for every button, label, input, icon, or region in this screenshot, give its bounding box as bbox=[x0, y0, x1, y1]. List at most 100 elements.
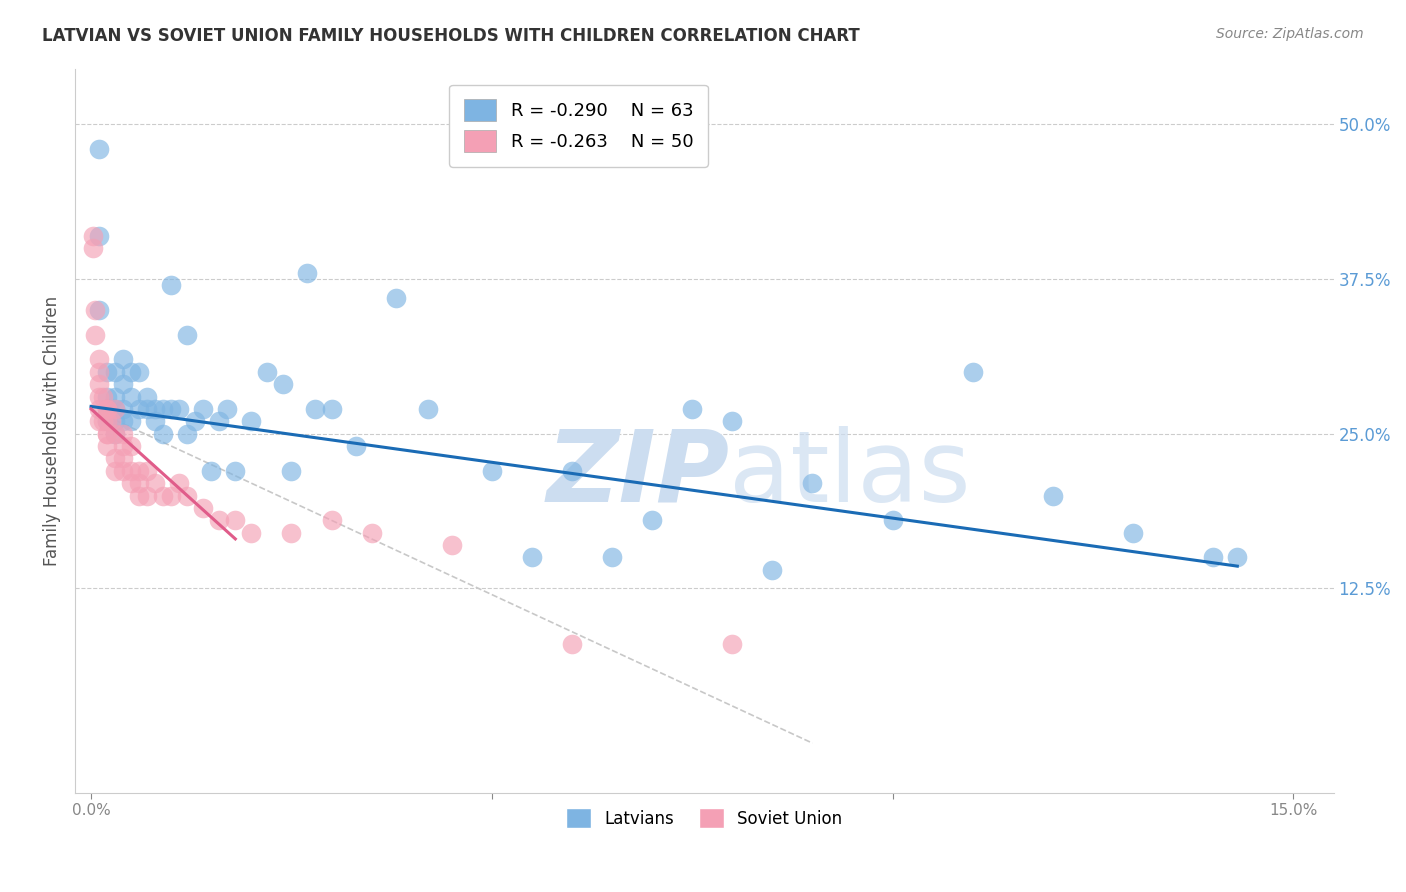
Point bbox=[100, 414, 122, 428]
Point bbox=[882, 513, 904, 527]
Point bbox=[256, 365, 278, 379]
Point bbox=[240, 525, 263, 540]
Text: ZIP: ZIP bbox=[547, 425, 730, 523]
Point bbox=[160, 401, 183, 416]
Point bbox=[761, 563, 783, 577]
Point bbox=[217, 401, 239, 416]
Point bbox=[167, 401, 190, 416]
Point bbox=[112, 451, 135, 466]
Point bbox=[120, 414, 142, 428]
Point bbox=[1202, 550, 1225, 565]
Point bbox=[96, 439, 118, 453]
Point bbox=[184, 414, 207, 428]
Point bbox=[120, 476, 142, 491]
Point bbox=[104, 464, 127, 478]
Point bbox=[84, 327, 107, 342]
Y-axis label: Family Households with Children: Family Households with Children bbox=[44, 295, 60, 566]
Point bbox=[136, 464, 159, 478]
Point bbox=[1122, 525, 1144, 540]
Point bbox=[273, 377, 295, 392]
Point bbox=[193, 401, 215, 416]
Point bbox=[120, 390, 142, 404]
Point bbox=[96, 365, 118, 379]
Point bbox=[120, 365, 142, 379]
Point bbox=[112, 377, 135, 392]
Point bbox=[160, 278, 183, 293]
Point bbox=[104, 451, 127, 466]
Point bbox=[152, 489, 174, 503]
Point bbox=[84, 302, 107, 317]
Point bbox=[87, 365, 110, 379]
Point bbox=[208, 513, 231, 527]
Point bbox=[681, 401, 703, 416]
Point bbox=[200, 464, 222, 478]
Point bbox=[87, 414, 110, 428]
Point bbox=[520, 550, 543, 565]
Point bbox=[112, 401, 135, 416]
Point bbox=[160, 489, 183, 503]
Point bbox=[96, 426, 118, 441]
Point bbox=[304, 401, 326, 416]
Point bbox=[104, 365, 127, 379]
Point bbox=[561, 464, 583, 478]
Point bbox=[120, 439, 142, 453]
Text: LATVIAN VS SOVIET UNION FAMILY HOUSEHOLDS WITH CHILDREN CORRELATION CHART: LATVIAN VS SOVIET UNION FAMILY HOUSEHOLD… bbox=[42, 27, 860, 45]
Point bbox=[112, 439, 135, 453]
Point bbox=[240, 414, 263, 428]
Point bbox=[87, 302, 110, 317]
Point bbox=[128, 476, 150, 491]
Point bbox=[136, 390, 159, 404]
Point bbox=[176, 426, 198, 441]
Point bbox=[152, 426, 174, 441]
Point bbox=[721, 637, 744, 651]
Point bbox=[721, 414, 744, 428]
Point bbox=[120, 464, 142, 478]
Point bbox=[82, 241, 104, 255]
Point bbox=[112, 414, 135, 428]
Point bbox=[167, 476, 190, 491]
Point bbox=[280, 464, 302, 478]
Point bbox=[440, 538, 463, 552]
Point bbox=[176, 489, 198, 503]
Point bbox=[143, 414, 166, 428]
Legend: Latvians, Soviet Union: Latvians, Soviet Union bbox=[560, 801, 849, 835]
Point bbox=[193, 500, 215, 515]
Point bbox=[176, 327, 198, 342]
Point bbox=[96, 401, 118, 416]
Point bbox=[96, 414, 118, 428]
Point bbox=[128, 464, 150, 478]
Point bbox=[96, 414, 118, 428]
Point bbox=[297, 266, 319, 280]
Point bbox=[91, 414, 114, 428]
Point bbox=[112, 464, 135, 478]
Point bbox=[87, 352, 110, 367]
Point bbox=[143, 476, 166, 491]
Point bbox=[801, 476, 824, 491]
Point bbox=[481, 464, 503, 478]
Point bbox=[136, 489, 159, 503]
Point bbox=[1226, 550, 1249, 565]
Point bbox=[962, 365, 984, 379]
Point bbox=[128, 401, 150, 416]
Point bbox=[600, 550, 623, 565]
Point bbox=[136, 401, 159, 416]
Point bbox=[1042, 489, 1064, 503]
Point bbox=[87, 401, 110, 416]
Text: atlas: atlas bbox=[730, 425, 972, 523]
Point bbox=[416, 401, 439, 416]
Point bbox=[104, 390, 127, 404]
Point bbox=[641, 513, 664, 527]
Point bbox=[321, 513, 343, 527]
Point bbox=[224, 464, 246, 478]
Point bbox=[96, 401, 118, 416]
Point bbox=[104, 426, 127, 441]
Point bbox=[96, 401, 118, 416]
Point bbox=[96, 390, 118, 404]
Point bbox=[112, 426, 135, 441]
Point bbox=[112, 352, 135, 367]
Point bbox=[87, 142, 110, 156]
Point bbox=[104, 414, 127, 428]
Point bbox=[82, 228, 104, 243]
Point bbox=[280, 525, 302, 540]
Point bbox=[143, 401, 166, 416]
